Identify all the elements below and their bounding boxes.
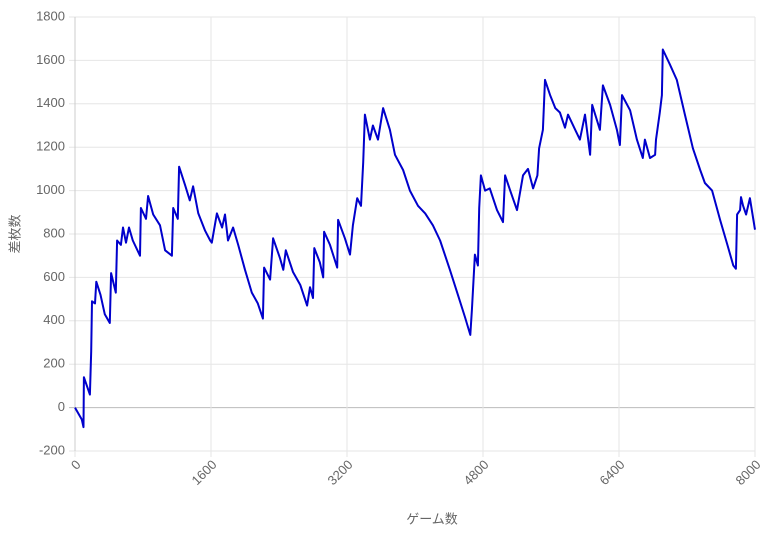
x-tick-label: 3200 (324, 457, 355, 488)
data-line (74, 48, 756, 429)
y-tick-label: 1800 (36, 8, 65, 23)
x-axis-label: ゲーム数 (406, 511, 458, 526)
y-tick-label: 1400 (36, 95, 65, 110)
y-axis-label: 差枚数 (7, 214, 22, 253)
y-tick-label: 800 (43, 225, 65, 240)
x-tick-label: 0 (68, 457, 84, 473)
y-tick-label: 400 (43, 312, 65, 327)
x-tick-label: 1600 (188, 457, 219, 488)
y-tick-label: 600 (43, 269, 65, 284)
y-tick-label: 1200 (36, 139, 65, 154)
x-tick-label: 6400 (596, 457, 627, 488)
y-tick-label: 0 (58, 399, 65, 414)
y-tick-label: -200 (39, 442, 65, 457)
y-tick-label: 200 (43, 356, 65, 371)
y-tick-label: 1600 (36, 52, 65, 67)
y-tick-label: 1000 (36, 182, 65, 197)
x-tick-label: 4800 (460, 457, 491, 488)
x-tick-label: 8000 (732, 457, 763, 488)
